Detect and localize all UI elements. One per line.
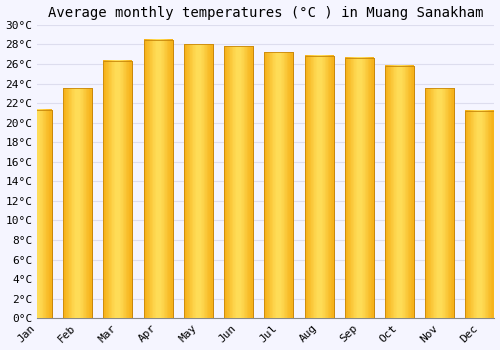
Bar: [224, 47, 253, 318]
Bar: [466, 111, 494, 318]
Bar: [264, 52, 294, 318]
Bar: [466, 111, 494, 318]
Bar: [104, 61, 132, 318]
Bar: [425, 89, 454, 318]
Bar: [63, 89, 92, 318]
Bar: [304, 56, 334, 318]
Bar: [304, 56, 334, 318]
Bar: [425, 89, 454, 318]
Bar: [23, 110, 52, 318]
Bar: [385, 66, 414, 318]
Bar: [23, 110, 52, 318]
Bar: [264, 52, 294, 318]
Title: Average monthly temperatures (°C ) in Muang Sanakham: Average monthly temperatures (°C ) in Mu…: [48, 6, 484, 20]
Bar: [184, 44, 213, 318]
Bar: [184, 44, 213, 318]
Bar: [345, 58, 374, 318]
Bar: [63, 89, 92, 318]
Bar: [345, 58, 374, 318]
Bar: [144, 40, 172, 318]
Bar: [104, 61, 132, 318]
Bar: [144, 40, 172, 318]
Bar: [224, 47, 253, 318]
Bar: [385, 66, 414, 318]
